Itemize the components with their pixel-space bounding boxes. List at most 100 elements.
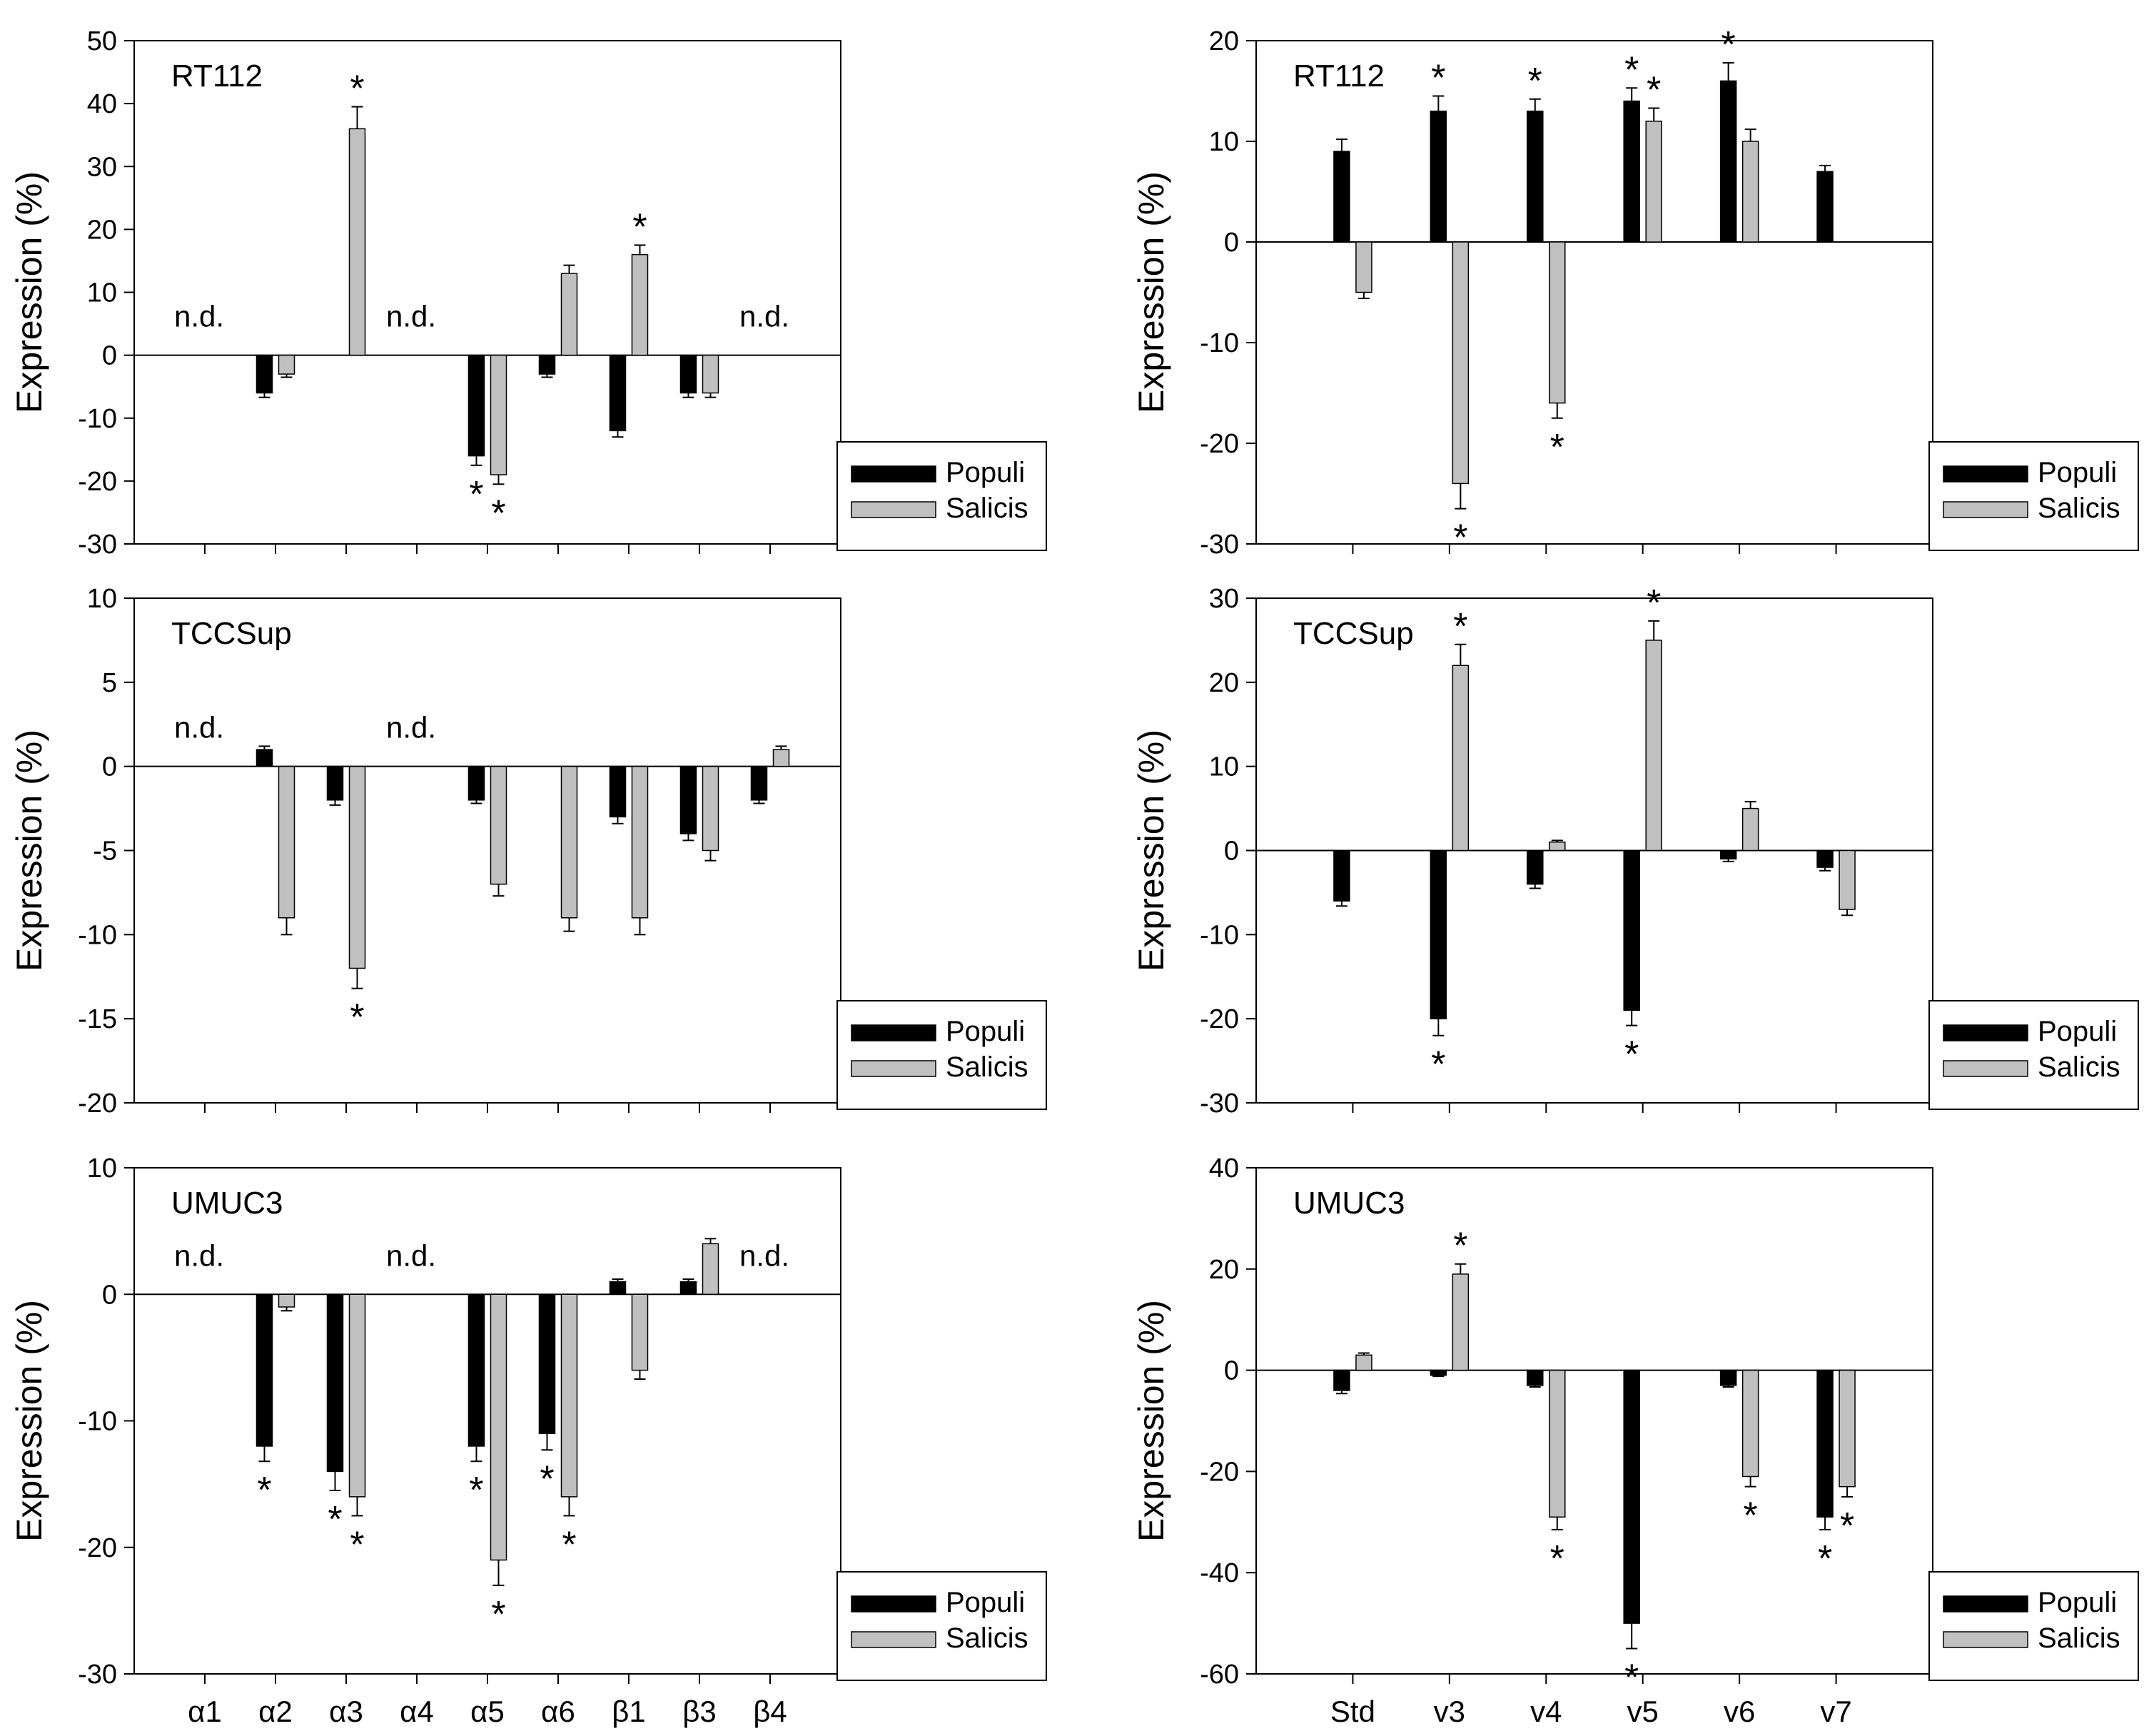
panel-label: TCCSup: [171, 616, 292, 651]
bar-populi: [1333, 849, 1350, 902]
y-tick-label: -20: [78, 1533, 117, 1563]
legend-label: Populi: [946, 457, 1025, 488]
nd-label: n.d.: [174, 711, 224, 745]
legend-box: [1928, 1000, 2139, 1110]
x-tick-label: v4: [1530, 1695, 1562, 1728]
legend-box: [1928, 441, 2139, 551]
bar-salicis: [631, 1293, 649, 1371]
bar-populi: [750, 765, 768, 801]
y-tick-label: -30: [78, 1660, 117, 1690]
y-tick-label: 0: [102, 1280, 117, 1310]
y-tick-label: -10: [1200, 328, 1239, 358]
plot-frame: [1255, 40, 1933, 545]
y-tick-label: -10: [78, 1407, 117, 1437]
significance-marker: *: [350, 997, 364, 1039]
significance-marker: *: [1624, 1657, 1639, 1699]
bar-salicis: [560, 1293, 578, 1498]
nd-label: n.d.: [174, 1238, 224, 1272]
legend-label: Populi: [946, 1016, 1025, 1047]
legend-label: Salicis: [2038, 1051, 2120, 1083]
y-tick-label: -20: [1200, 1457, 1239, 1487]
bar-salicis: [490, 765, 507, 885]
bar-salicis: [1839, 849, 1856, 910]
significance-marker: *: [1528, 61, 1542, 102]
y-tick-label: -10: [78, 404, 117, 434]
y-tick-label: -5: [93, 837, 117, 867]
y-axis-label: Expression (%): [9, 171, 49, 413]
significance-marker: *: [1550, 1538, 1564, 1580]
legend-swatch-populi: [1943, 465, 2028, 483]
x-tick-label: α3: [329, 1695, 363, 1728]
panel-label: UMUC3: [1293, 1186, 1405, 1221]
bar-salicis: [1452, 241, 1470, 485]
x-tick-label: α5: [470, 1695, 505, 1728]
bar-salicis: [490, 354, 507, 475]
y-tick-label: 10: [87, 584, 117, 614]
significance-marker: *: [1721, 24, 1736, 66]
panel-label: RT112: [1293, 59, 1385, 94]
panel-label: TCCSup: [1293, 616, 1414, 651]
y-tick-label: -40: [1200, 1558, 1239, 1588]
bar-populi: [467, 765, 485, 801]
legend-box: [836, 441, 1047, 551]
bar-populi: [326, 1293, 344, 1473]
y-tick-label: -60: [1200, 1660, 1239, 1690]
legend-swatch-salicis: [1943, 1060, 2028, 1077]
y-tick-label: 10: [87, 278, 117, 308]
significance-marker: *: [1840, 1505, 1854, 1547]
bar-populi: [1719, 1369, 1737, 1386]
y-tick-label: 30: [1209, 584, 1239, 614]
y-tick-label: 10: [87, 1154, 117, 1184]
nd-label: n.d.: [386, 1238, 436, 1272]
bar-salicis: [1645, 121, 1662, 243]
bar-populi: [1430, 1369, 1447, 1376]
y-tick-label: -20: [78, 467, 117, 497]
legend-swatch-populi: [851, 465, 936, 483]
y-tick-label: -20: [1200, 429, 1239, 459]
y-tick-label: -20: [1200, 1004, 1239, 1034]
x-tick-label: α1: [188, 1695, 222, 1728]
bar-salicis: [1355, 241, 1372, 293]
significance-marker: *: [1624, 49, 1639, 91]
bar-populi: [1623, 1369, 1640, 1624]
significance-marker: *: [1453, 606, 1467, 647]
bar-populi: [1816, 1369, 1834, 1518]
nd-label: n.d.: [739, 1238, 789, 1272]
bar-populi: [679, 765, 697, 834]
bar-populi: [609, 1281, 627, 1296]
bar-populi: [1430, 849, 1447, 1019]
nd-label: n.d.: [174, 300, 224, 333]
y-tick-label: 0: [102, 752, 117, 782]
bar-salicis: [1839, 1369, 1856, 1488]
significance-marker: *: [350, 1524, 364, 1565]
significance-marker: *: [632, 206, 647, 248]
bar-populi: [467, 1293, 485, 1447]
bar-salicis: [631, 253, 649, 356]
significance-marker: *: [350, 69, 364, 110]
bar-populi: [1527, 849, 1544, 885]
legend-swatch-salicis: [851, 1060, 936, 1077]
significance-marker: *: [1624, 1034, 1639, 1076]
significance-marker: *: [491, 1594, 505, 1635]
bar-populi: [256, 354, 273, 394]
legend-swatch-populi: [851, 1595, 936, 1613]
y-axis-label: Expression (%): [1131, 730, 1171, 972]
bar-salicis: [278, 1293, 295, 1308]
x-tick-label: α4: [400, 1695, 434, 1728]
significance-marker: *: [1744, 1495, 1758, 1537]
x-tick-label: v7: [1820, 1695, 1851, 1728]
y-axis-label: Expression (%): [1131, 1300, 1171, 1542]
x-tick-label: α6: [541, 1695, 575, 1728]
chart-panel-tccsup-cd44-variants: 30 20 10 0 -10 -20 -30 Expression (%) TCCSup * * * *…: [1131, 582, 2139, 1119]
y-tick-label: 20: [1209, 1255, 1239, 1285]
y-tick-label: 0: [1224, 228, 1239, 258]
y-axis-label: Expression (%): [1131, 171, 1171, 413]
x-tick-label: β4: [753, 1695, 787, 1728]
y-tick-label: -30: [1200, 530, 1239, 560]
bar-populi: [538, 354, 556, 375]
bar-salicis: [348, 1293, 366, 1498]
panel-label: RT112: [171, 59, 263, 94]
y-tick-label: -30: [78, 530, 117, 560]
significance-marker: *: [1453, 518, 1467, 559]
bar-salicis: [772, 749, 790, 767]
